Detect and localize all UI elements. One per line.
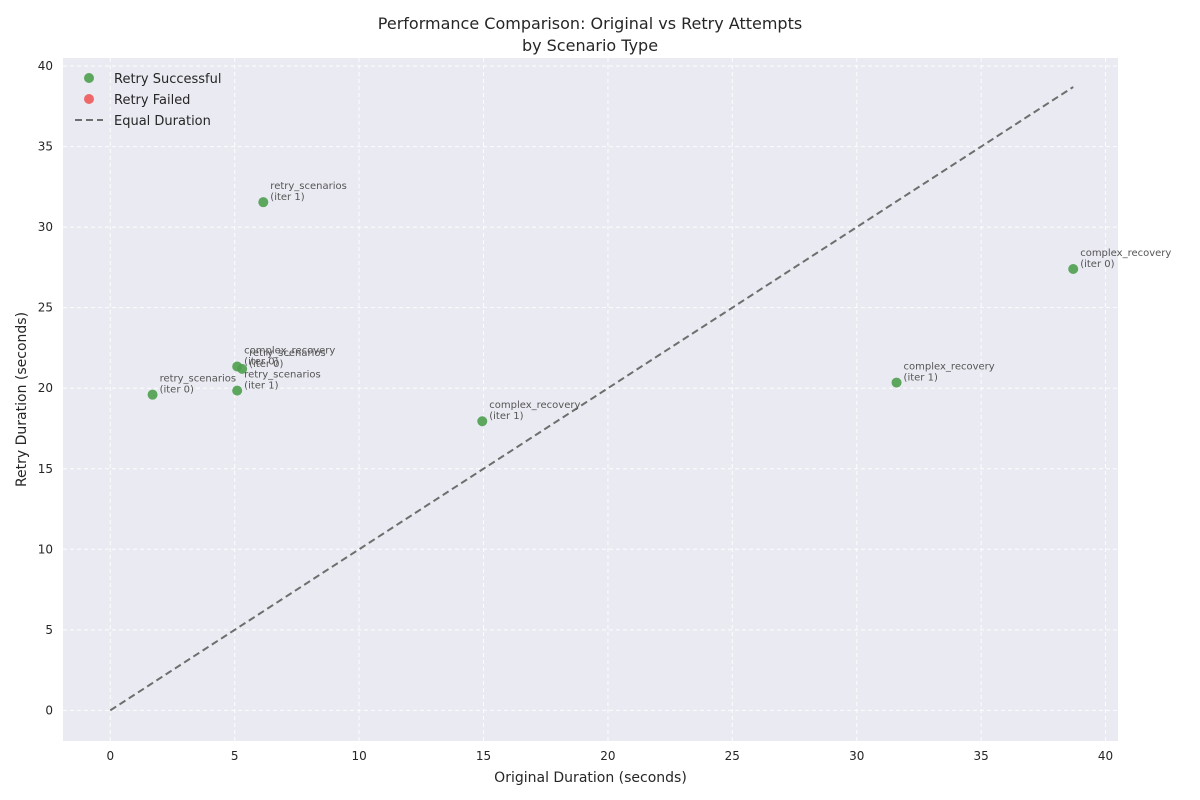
legend-marker <box>84 73 94 83</box>
grid <box>63 58 1118 741</box>
legend-label: Equal Duration <box>114 114 211 129</box>
point-annotation: retry_scenarios <box>244 370 321 381</box>
point-annotation: (iter 1) <box>489 411 523 422</box>
legend-item-retry-successful: Retry Successful <box>84 72 221 87</box>
point-annotation: (iter 0) <box>1080 259 1114 270</box>
legend-label: Retry Successful <box>114 72 221 87</box>
y-tick-label: 35 <box>38 140 53 154</box>
y-tick-label: 25 <box>38 301 53 315</box>
point-annotation: retry_scenarios <box>270 181 347 192</box>
point-annotation: retry_scenarios <box>249 348 326 359</box>
x-tick-label: 25 <box>725 749 740 763</box>
point-annotation: complex_recovery <box>489 400 580 411</box>
y-axis-label: Retry Duration (seconds) <box>14 312 30 487</box>
y-tick-label: 20 <box>38 381 53 395</box>
point-annotation: (iter 0) <box>244 356 278 367</box>
data-point <box>258 197 269 208</box>
x-tick-label: 40 <box>1098 749 1113 763</box>
chart-title: Performance Comparison: Original vs Retr… <box>378 14 802 55</box>
legend-label: Retry Failed <box>114 93 190 108</box>
point-annotation: (iter 1) <box>244 381 278 392</box>
data-point <box>237 363 248 374</box>
equal-duration-line <box>109 86 1074 712</box>
y-tick-label: 10 <box>38 542 53 556</box>
x-tick-label: 30 <box>849 749 864 763</box>
y-tick-label: 30 <box>38 220 53 234</box>
point-annotation: (iter 1) <box>904 373 938 384</box>
y-axis-ticks: 0 5 10 15 20 25 30 35 40 <box>38 59 53 717</box>
x-tick-label: 10 <box>351 749 366 763</box>
legend-item-equal-duration: Equal Duration <box>75 114 211 129</box>
y-tick-label: 0 <box>45 703 53 717</box>
reference-line-group <box>109 86 1074 712</box>
x-tick-label: 20 <box>600 749 615 763</box>
point-annotation: complex_recovery <box>1080 248 1171 259</box>
y-tick-label: 15 <box>38 462 53 476</box>
x-tick-label: 15 <box>476 749 491 763</box>
data-point <box>891 377 902 388</box>
x-axis-label: Original Duration (seconds) <box>494 770 687 786</box>
chart-title-line: by Scenario Type <box>522 36 658 55</box>
point-annotation: (iter 0) <box>160 385 194 396</box>
x-axis-ticks: 0 5 10 15 20 25 30 35 40 <box>106 749 1113 763</box>
point-annotation: complex_recovery <box>904 362 995 373</box>
legend-marker <box>84 94 94 104</box>
point-annotation: complex_recovery <box>244 345 335 356</box>
x-tick-label: 0 <box>106 749 114 763</box>
x-tick-label: 35 <box>974 749 989 763</box>
y-tick-label: 5 <box>45 623 53 637</box>
data-points <box>147 197 1079 427</box>
x-tick-label: 5 <box>231 749 239 763</box>
data-point <box>1068 264 1079 275</box>
data-point <box>147 389 158 400</box>
point-annotations: retry_scenarios(iter 1)complex_recovery(… <box>160 181 1172 422</box>
point-annotation: (iter 0) <box>249 359 283 370</box>
data-point <box>232 385 243 396</box>
point-annotation: (iter 1) <box>270 192 304 203</box>
y-tick-label: 40 <box>38 59 53 73</box>
chart-title-line: Performance Comparison: Original vs Retr… <box>378 14 802 33</box>
legend: Retry Successful Retry Failed Equal Durati… <box>75 72 221 129</box>
legend-item-retry-failed: Retry Failed <box>84 93 190 108</box>
data-point <box>477 416 488 427</box>
point-annotation: retry_scenarios <box>160 374 237 385</box>
